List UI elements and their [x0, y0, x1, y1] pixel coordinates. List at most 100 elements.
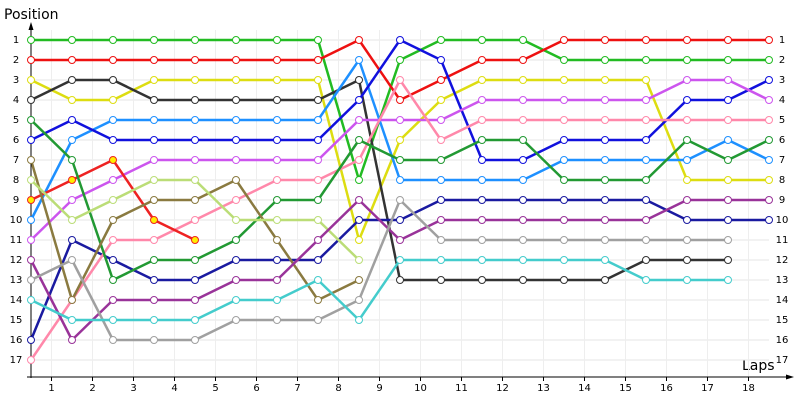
series-line — [31, 38, 769, 102]
position-marker — [765, 76, 773, 84]
position-marker — [191, 256, 199, 264]
y-tick-label: 1 — [13, 35, 19, 46]
position-marker — [437, 136, 445, 144]
y-tick-label: 13 — [10, 275, 23, 286]
position-marker — [191, 216, 199, 224]
position-marker — [314, 256, 322, 264]
position-marker — [683, 216, 691, 224]
position-marker — [109, 316, 117, 324]
position-marker — [601, 76, 609, 84]
y-tick-label-right: 11 — [776, 235, 789, 246]
position-marker — [765, 56, 773, 64]
position-marker — [683, 236, 691, 244]
position-marker — [68, 296, 76, 304]
position-marker — [232, 236, 240, 244]
position-marker — [191, 56, 199, 64]
x-tick-label: 13 — [537, 383, 550, 394]
position-marker — [68, 216, 76, 224]
y-arrow — [28, 22, 34, 30]
position-marker — [601, 196, 609, 204]
position-marker — [478, 256, 486, 264]
y-tick-label-right: 6 — [779, 135, 785, 146]
position-marker — [560, 156, 568, 164]
position-marker — [642, 76, 650, 84]
position-marker — [601, 116, 609, 124]
position-marker — [724, 196, 732, 204]
y-tick-label: 17 — [10, 355, 23, 366]
position-marker — [355, 36, 363, 44]
position-marker — [724, 36, 732, 44]
position-marker — [519, 156, 527, 164]
position-marker — [642, 236, 650, 244]
position-marker — [232, 176, 240, 184]
position-marker — [642, 256, 650, 264]
position-marker — [355, 76, 363, 84]
position-marker — [724, 156, 732, 164]
position-marker — [519, 256, 527, 264]
position-marker — [27, 76, 35, 84]
position-marker — [27, 236, 35, 244]
position-marker — [150, 56, 158, 64]
position-marker — [355, 156, 363, 164]
position-marker — [314, 296, 322, 304]
position-marker — [724, 56, 732, 64]
position-marker — [560, 76, 568, 84]
position-marker — [232, 276, 240, 284]
position-marker — [601, 216, 609, 224]
position-marker — [601, 276, 609, 284]
y-tick-label-right: 16 — [776, 335, 789, 346]
position-marker — [765, 156, 773, 164]
y-tick-label: 14 — [10, 295, 23, 306]
x-tick-label: 11 — [455, 383, 468, 394]
position-marker — [109, 276, 117, 284]
position-marker — [314, 216, 322, 224]
position-marker — [642, 56, 650, 64]
position-marker — [724, 116, 732, 124]
position-marker — [396, 76, 404, 84]
position-marker — [437, 196, 445, 204]
y-tick-label: 9 — [13, 195, 19, 206]
position-marker — [560, 196, 568, 204]
y-tick-label-right: 9 — [779, 195, 785, 206]
y-tick-label: 11 — [10, 235, 23, 246]
position-marker — [601, 156, 609, 164]
position-marker — [519, 216, 527, 224]
y-tick-label: 15 — [10, 315, 23, 326]
position-marker — [150, 96, 158, 104]
position-marker — [314, 96, 322, 104]
position-marker — [150, 236, 158, 244]
position-marker — [109, 176, 117, 184]
position-marker — [478, 36, 486, 44]
x-tick-label: 15 — [619, 383, 632, 394]
position-marker — [437, 256, 445, 264]
position-marker — [109, 296, 117, 304]
position-marker — [232, 116, 240, 124]
position-marker — [191, 236, 199, 244]
position-marker — [355, 196, 363, 204]
position-marker — [437, 176, 445, 184]
position-marker — [109, 96, 117, 104]
position-marker — [273, 116, 281, 124]
position-marker — [273, 316, 281, 324]
position-marker — [150, 336, 158, 344]
y-tick-label: 12 — [10, 255, 23, 266]
position-marker — [560, 236, 568, 244]
x-tick-label: 10 — [414, 383, 427, 394]
position-marker — [314, 116, 322, 124]
y-tick-label: 16 — [10, 335, 23, 346]
position-marker — [314, 36, 322, 44]
position-marker — [601, 96, 609, 104]
position-marker — [273, 36, 281, 44]
position-marker — [109, 196, 117, 204]
position-marker — [273, 256, 281, 264]
position-marker — [724, 96, 732, 104]
position-marker — [519, 116, 527, 124]
position-marker — [150, 216, 158, 224]
position-marker — [519, 76, 527, 84]
position-marker — [150, 176, 158, 184]
position-marker — [355, 276, 363, 284]
position-marker — [683, 36, 691, 44]
position-marker — [519, 136, 527, 144]
position-marker — [314, 56, 322, 64]
position-marker — [478, 116, 486, 124]
